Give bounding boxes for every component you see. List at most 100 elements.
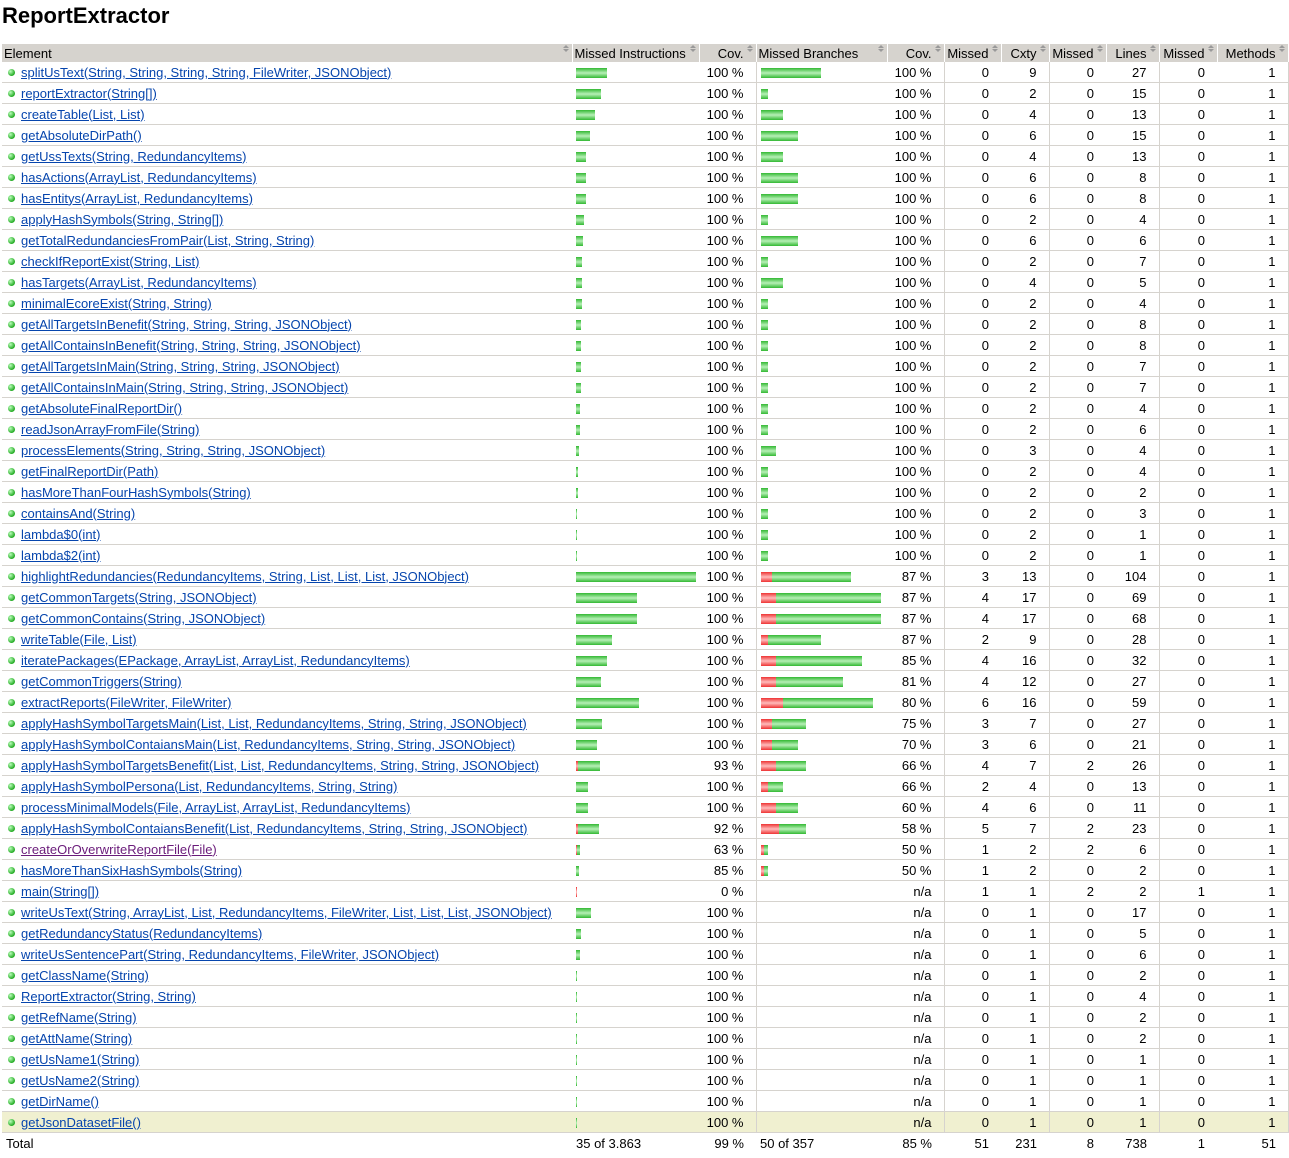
branch-coverage: 100 %: [887, 62, 945, 83]
column-header[interactable]: Missed: [1159, 44, 1218, 62]
cxty-missed: 6: [944, 691, 1001, 713]
method-link[interactable]: hasMoreThanSixHashSymbols(String): [21, 862, 243, 878]
method-link[interactable]: hasMoreThanFourHashSymbols(String): [21, 484, 251, 500]
methods-missed: 0: [1159, 229, 1217, 251]
method-link[interactable]: applyHashSymbolPersona(List, RedundancyI…: [21, 778, 398, 794]
method-link[interactable]: getClassName(String): [21, 967, 149, 983]
cxty: 4: [1001, 271, 1050, 293]
method-link[interactable]: getUsName2(String): [21, 1072, 140, 1088]
covered-bar: [760, 341, 768, 352]
covered-bar: [760, 383, 768, 394]
method-link[interactable]: lambda$0(int): [21, 526, 101, 542]
method-link[interactable]: getCommonContains(String, JSONObject): [21, 610, 266, 626]
instruction-coverage: 100 %: [699, 607, 757, 629]
method-link[interactable]: createOrOverwriteReportFile(File): [21, 841, 217, 857]
methods: 1: [1217, 754, 1289, 776]
instruction-coverage: 100 %: [699, 418, 757, 440]
method-link[interactable]: processElements(String, String, String, …: [21, 442, 326, 458]
method-link[interactable]: getUsName1(String): [21, 1051, 140, 1067]
method-link[interactable]: reportExtractor(String[]): [21, 85, 157, 101]
method-link[interactable]: getRefName(String): [21, 1009, 137, 1025]
method-link[interactable]: getAbsoluteDirPath(): [21, 127, 142, 143]
instruction-coverage: 100 %: [699, 460, 757, 482]
column-header[interactable]: Missed: [944, 44, 1002, 62]
method-link[interactable]: getAttName(String): [21, 1030, 133, 1046]
branch-bar-cell: [756, 460, 887, 482]
lines: 8: [1106, 313, 1160, 335]
method-link[interactable]: hasTargets(ArrayList, RedundancyItems): [21, 274, 257, 290]
method-row: getTotalRedundanciesFromPair(List, Strin…: [2, 229, 1289, 251]
method-link[interactable]: applyHashSymbolTargetsMain(List, List, R…: [21, 715, 527, 731]
method-link[interactable]: checkIfReportExist(String, List): [21, 253, 200, 269]
missed-bar: [760, 572, 772, 583]
method-link[interactable]: minimalEcoreExist(String, String): [21, 295, 212, 311]
method-link[interactable]: readJsonArrayFromFile(String): [21, 421, 200, 437]
method-link[interactable]: main(String[]): [21, 883, 100, 899]
method-link[interactable]: applyHashSymbolContaiansMain(List, Redun…: [21, 736, 516, 752]
missed-bar: [760, 719, 772, 730]
column-header[interactable]: Cov.: [699, 44, 757, 62]
method-link[interactable]: highlightRedundancies(RedundancyItems, S…: [21, 568, 469, 584]
method-link[interactable]: containsAnd(String): [21, 505, 136, 521]
element-cell: getUssTexts(String, RedundancyItems): [2, 145, 572, 167]
method-icon: [8, 510, 15, 518]
column-header[interactable]: Lines: [1106, 44, 1160, 62]
method-icon: [8, 552, 15, 560]
method-link[interactable]: hasEntitys(ArrayList, RedundancyItems): [21, 190, 253, 206]
method-link[interactable]: applyHashSymbolTargetsBenefit(List, List…: [21, 757, 540, 773]
branch-coverage: n/a: [887, 1069, 945, 1091]
total-cell: 35 of 3.863: [576, 1135, 642, 1151]
method-link[interactable]: getAllContainsInBenefit(String, String, …: [21, 337, 361, 353]
column-header[interactable]: Missed Branches: [756, 44, 888, 62]
total-row: Total 35 of 3.863 99 % 50 of 357 85 % 51 231 8 7…: [2, 1133, 1288, 1154]
column-header[interactable]: Cov.: [887, 44, 945, 62]
method-link[interactable]: processMinimalModels(File, ArrayList, Ar…: [21, 799, 411, 815]
method-link[interactable]: lambda$2(int): [21, 547, 101, 563]
column-header[interactable]: Missed: [1049, 44, 1107, 62]
instruction-bar-cell: [572, 628, 699, 650]
column-header[interactable]: Methods: [1217, 44, 1289, 62]
methods-missed: 0: [1159, 1069, 1217, 1091]
method-link[interactable]: getUssTexts(String, RedundancyItems): [21, 148, 247, 164]
lines: 5: [1106, 922, 1160, 944]
branch-bar-cell: [756, 964, 887, 986]
covered-bar: [576, 593, 637, 604]
missed-bar: [760, 656, 776, 667]
method-link[interactable]: applyHashSymbolContaiansBenefit(List, Re…: [21, 820, 528, 836]
method-link[interactable]: getAllContainsInMain(String, String, Str…: [21, 379, 349, 395]
instruction-coverage: 100 %: [699, 733, 757, 755]
method-link[interactable]: getCommonTargets(String, JSONObject): [21, 589, 257, 605]
method-link[interactable]: iteratePackages(EPackage, ArrayList, Arr…: [21, 652, 410, 668]
method-link[interactable]: getTotalRedundanciesFromPair(List, Strin…: [21, 232, 315, 248]
method-link[interactable]: ReportExtractor(String, String): [21, 988, 196, 1004]
instruction-bar-cell: [572, 943, 699, 965]
method-link[interactable]: applyHashSymbols(String, String[]): [21, 211, 224, 227]
branch-coverage: 100 %: [887, 544, 945, 566]
element-cell: applyHashSymbolPersona(List, RedundancyI…: [2, 775, 572, 797]
covered-bar: [576, 908, 591, 919]
method-link[interactable]: writeTable(File, List): [21, 631, 137, 647]
method-link[interactable]: splitUsText(String, String, String, Stri…: [21, 64, 392, 80]
method-link[interactable]: getFinalReportDir(Path): [21, 463, 159, 479]
instruction-coverage: 100 %: [699, 271, 757, 293]
column-header[interactable]: Missed Instructions: [572, 44, 700, 62]
method-link[interactable]: createTable(List, List): [21, 106, 145, 122]
branch-coverage: 100 %: [887, 187, 945, 209]
element-cell: getFinalReportDir(Path): [2, 460, 572, 482]
column-header[interactable]: Element: [2, 44, 573, 62]
method-icon: [8, 762, 15, 770]
method-link[interactable]: getCommonTriggers(String): [21, 673, 182, 689]
method-link[interactable]: extractReports(FileWriter, FileWriter): [21, 694, 232, 710]
method-link[interactable]: getAbsoluteFinalReportDir(): [21, 400, 183, 416]
method-link[interactable]: hasActions(ArrayList, RedundancyItems): [21, 169, 257, 185]
column-header[interactable]: Cxty: [1001, 44, 1050, 62]
method-icon: [8, 447, 15, 455]
method-link[interactable]: getRedundancyStatus(RedundancyItems): [21, 925, 263, 941]
method-link[interactable]: getAllTargetsInBenefit(String, String, S…: [21, 316, 352, 332]
method-link[interactable]: getJsonDatasetFile(): [21, 1114, 141, 1130]
method-link[interactable]: getAllTargetsInMain(String, String, Stri…: [21, 358, 340, 374]
method-icon: [8, 468, 15, 476]
method-link[interactable]: getDirName(): [21, 1093, 100, 1109]
method-link[interactable]: writeUsSentencePart(String, RedundancyIt…: [21, 946, 440, 962]
method-link[interactable]: writeUsText(String, ArrayList, List, Red…: [21, 904, 552, 920]
